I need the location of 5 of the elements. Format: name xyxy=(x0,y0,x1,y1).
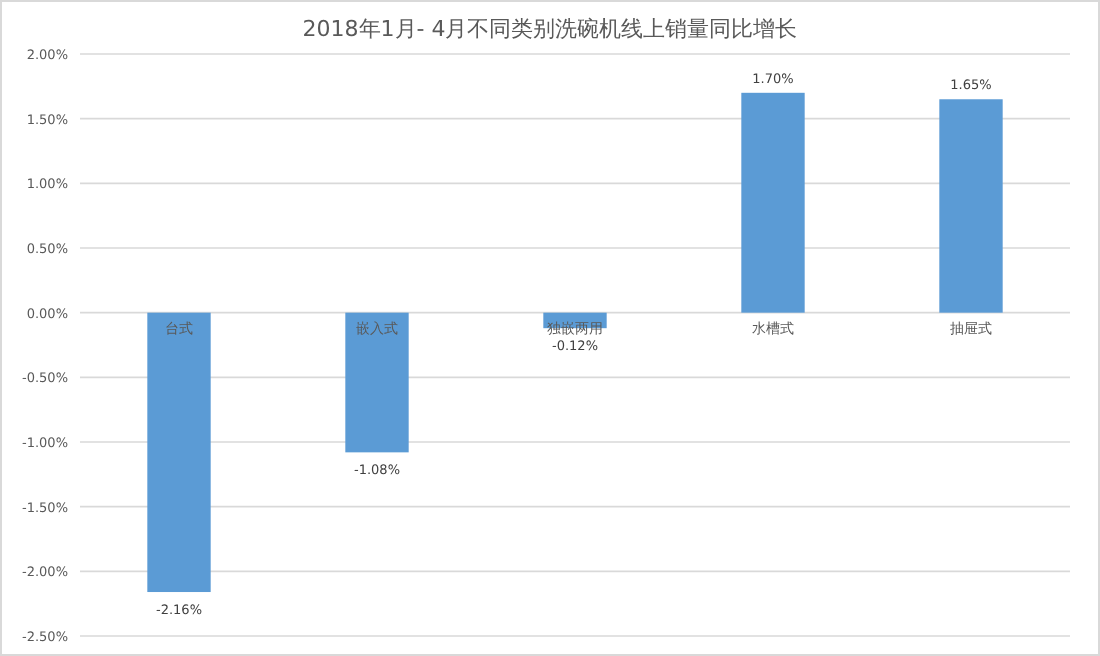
bar xyxy=(345,312,409,453)
bar xyxy=(147,312,211,593)
bar xyxy=(741,92,805,313)
bar xyxy=(939,99,1003,313)
chart-title: 2018年1月- 4月不同类别洗碗机线上销量同比增长 xyxy=(302,16,798,42)
